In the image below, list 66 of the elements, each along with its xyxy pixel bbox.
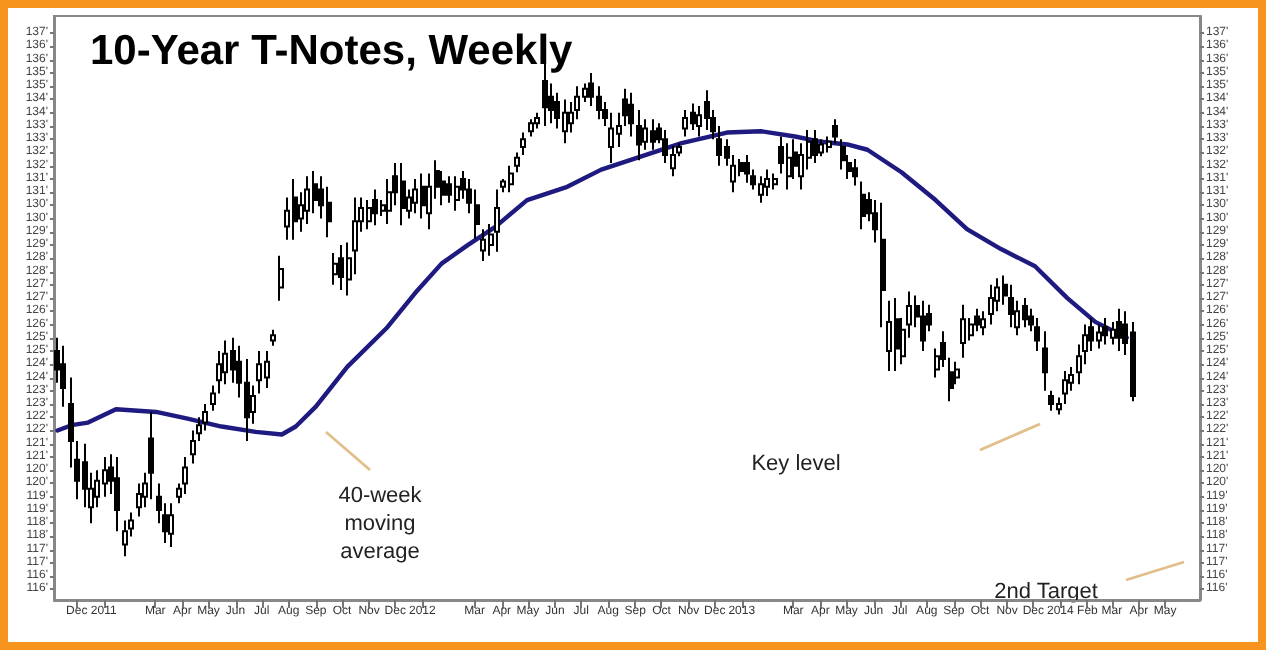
- candlestick: [60, 344, 66, 408]
- candlestick: [818, 138, 824, 158]
- candlestick: [1102, 316, 1108, 346]
- candlestick: [636, 109, 642, 162]
- candlestick: [960, 303, 966, 359]
- candlestick: [292, 177, 298, 241]
- chart-title: 10-Year T-Notes, Weekly: [90, 28, 574, 74]
- candlestick: [852, 158, 858, 187]
- candlestick: [650, 118, 656, 151]
- candlestick: [840, 138, 846, 171]
- candlestick: [786, 142, 792, 191]
- candlestick: [1022, 297, 1028, 329]
- candlestick: [832, 118, 838, 145]
- candlestick: [508, 164, 514, 194]
- annotation: 2nd Target: [994, 580, 1098, 604]
- candlestick: [256, 350, 262, 395]
- candlestick: [764, 168, 770, 198]
- candlestick: [1008, 283, 1014, 329]
- candlestick: [1096, 323, 1102, 350]
- candlestick: [222, 339, 228, 386]
- candlestick: [412, 177, 418, 215]
- candlestick: [520, 131, 526, 157]
- candlestick: [454, 175, 460, 212]
- candlestick: [1042, 330, 1048, 392]
- candlestick: [1048, 389, 1054, 412]
- candlestick: [1034, 316, 1040, 353]
- line-series: [55, 129, 1129, 437]
- candlestick: [704, 89, 710, 131]
- candlestick: [278, 254, 284, 302]
- candlestick: [332, 252, 338, 286]
- candlestick: [528, 118, 534, 138]
- candlestick: [988, 283, 994, 326]
- candlestick: [168, 502, 174, 549]
- candlestick: [372, 188, 378, 227]
- annotation: Key level: [751, 452, 841, 476]
- candlestick: [562, 98, 568, 145]
- candlestick: [534, 111, 540, 130]
- candlestick: [182, 455, 188, 496]
- candlestick: [974, 307, 980, 333]
- candlestick: [744, 154, 750, 184]
- candlestick: [480, 228, 486, 262]
- candlestick: [690, 102, 696, 131]
- candlestick: [682, 109, 688, 138]
- candlestick: [980, 310, 986, 337]
- candlestick: [122, 519, 128, 558]
- candlestick: [304, 175, 310, 225]
- candlestick: [114, 455, 120, 533]
- annotation: 40-week moving average: [338, 484, 423, 564]
- candlestick: [494, 188, 500, 253]
- candlestick: [758, 175, 764, 204]
- candlestick: [860, 180, 866, 231]
- candlestick: [270, 328, 276, 347]
- candlestick: [628, 91, 634, 138]
- candlestick: [772, 172, 778, 191]
- candlestick: [880, 201, 886, 329]
- candlestick: [514, 151, 520, 174]
- candlestick: [264, 350, 270, 390]
- candlestick: [920, 299, 926, 353]
- candlestick: [400, 161, 406, 227]
- candlestick: [338, 244, 344, 292]
- candlestick: [1116, 307, 1122, 353]
- candlestick: [886, 299, 892, 372]
- candlestick: [446, 175, 452, 204]
- candlestick: [894, 297, 900, 372]
- candlestick: [812, 128, 818, 164]
- candlestick: [148, 410, 154, 501]
